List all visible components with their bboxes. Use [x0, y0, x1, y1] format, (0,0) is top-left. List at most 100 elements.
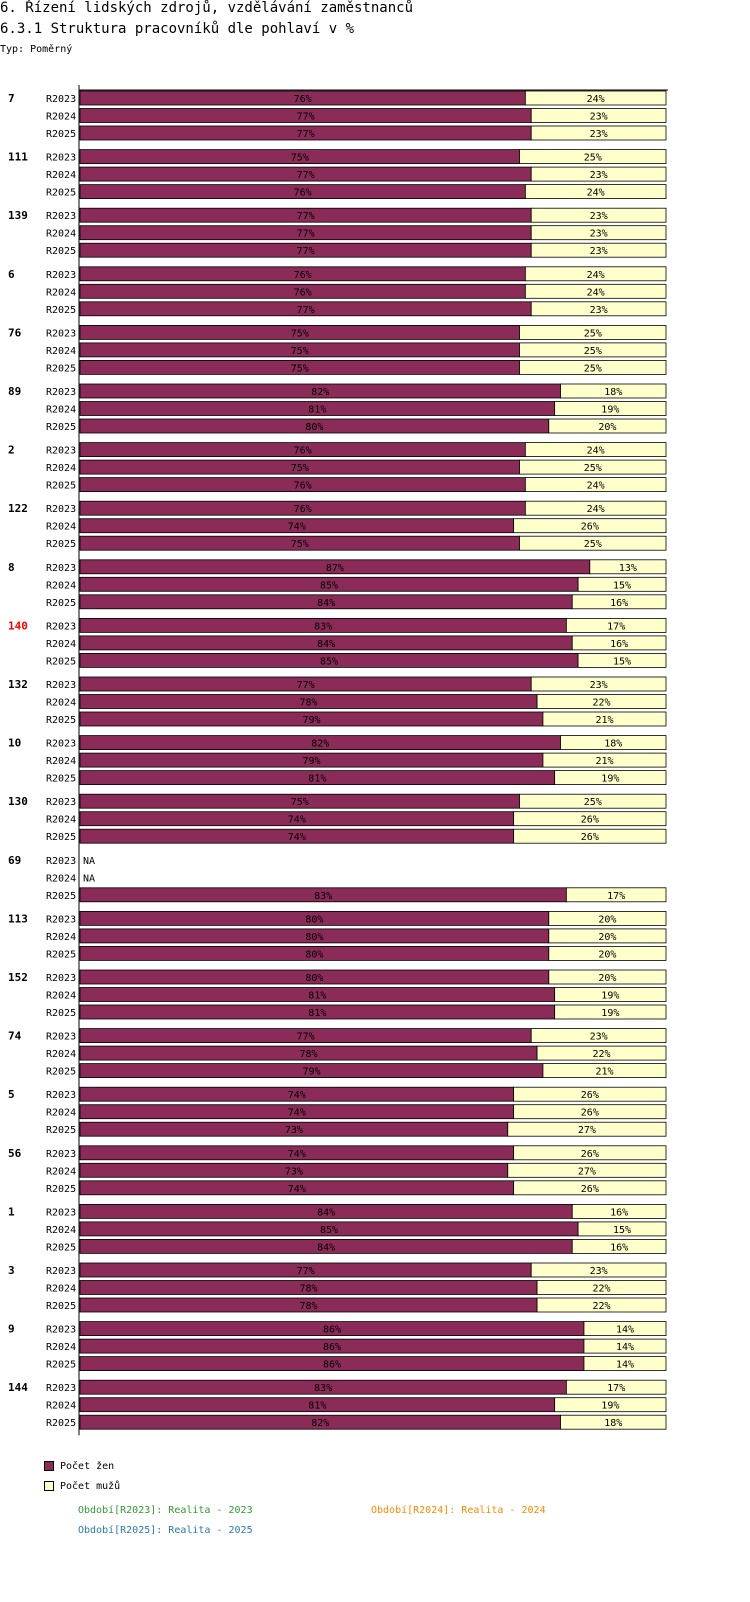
- data-label-women: 77%: [297, 129, 315, 140]
- bar-men: [507, 1162, 667, 1178]
- data-label-men: 16%: [610, 1207, 628, 1218]
- data-label-men: 15%: [613, 1225, 631, 1236]
- bar-men: [536, 1280, 667, 1295]
- period-label: R2025: [46, 832, 76, 843]
- data-label-women: 83%: [314, 1383, 332, 1394]
- data-label-men: 15%: [613, 580, 631, 591]
- data-label-men: 18%: [604, 1418, 622, 1429]
- group-label-76: 76: [8, 326, 22, 339]
- data-label-men: 14%: [616, 1360, 634, 1371]
- period-label: R2023: [46, 797, 76, 808]
- data-label-men: 21%: [595, 1067, 613, 1078]
- data-label-men: 18%: [604, 739, 622, 750]
- bar-men: [519, 793, 667, 809]
- data-label-men: 24%: [587, 188, 605, 199]
- bar-men: [571, 1204, 667, 1219]
- data-label-men: 25%: [584, 463, 602, 474]
- data-label-men: 25%: [584, 539, 602, 550]
- bar-men: [554, 987, 667, 1002]
- data-label-women: 79%: [302, 715, 320, 726]
- period-label: R2023: [46, 1207, 76, 1218]
- data-label-men: 20%: [598, 949, 616, 960]
- legend-women-label: Počet žen: [60, 1461, 115, 1472]
- data-label-men: 19%: [601, 774, 619, 785]
- period-label: R2024: [46, 229, 76, 240]
- bar-men: [524, 283, 667, 299]
- data-label-men: 18%: [604, 387, 622, 398]
- period-label: R2024: [46, 112, 76, 123]
- bar-men: [554, 401, 667, 416]
- group-label-140: 140: [8, 619, 28, 632]
- group-label-3: 3: [8, 1264, 15, 1277]
- data-label-men: 20%: [598, 973, 616, 984]
- group-label-89: 89: [8, 385, 21, 398]
- data-label-men: 20%: [598, 914, 616, 925]
- data-label-women: 76%: [294, 481, 312, 492]
- data-label-men: 23%: [590, 305, 608, 316]
- data-label-women: 81%: [308, 1401, 326, 1412]
- data-label-men: 23%: [590, 680, 608, 691]
- data-label-women: 79%: [302, 1067, 320, 1078]
- data-label-women: 78%: [300, 1049, 318, 1060]
- bar-men: [571, 1239, 667, 1254]
- data-label-men: 17%: [607, 891, 625, 902]
- bar-men: [548, 418, 667, 434]
- data-label-women: 78%: [300, 698, 318, 709]
- period-label: R2024: [46, 873, 76, 884]
- data-label-women: 75%: [291, 363, 309, 374]
- period-label: R2023: [46, 153, 76, 164]
- bar-men: [519, 459, 667, 475]
- data-label-men: 26%: [581, 1184, 599, 1195]
- group-label-6: 6: [8, 268, 15, 281]
- bar-men: [554, 770, 667, 785]
- data-label-men: 14%: [616, 1325, 634, 1336]
- bar-men: [577, 576, 667, 592]
- data-label-women: 76%: [294, 446, 312, 457]
- bar-men: [560, 1414, 667, 1430]
- period-label: R2025: [46, 656, 76, 667]
- bar-men: [524, 266, 667, 282]
- na-label: NA: [83, 873, 95, 884]
- bar-men: [571, 635, 667, 651]
- period-label: R2025: [46, 1008, 76, 1019]
- data-label-men: 22%: [593, 1301, 611, 1312]
- bar-men: [548, 969, 667, 985]
- bar-men: [536, 694, 667, 709]
- data-label-men: 20%: [598, 932, 616, 943]
- period-label: R2023: [46, 328, 76, 339]
- period-label: R2023: [46, 1032, 76, 1043]
- bar-men: [519, 324, 667, 340]
- bar-men: [583, 1356, 667, 1371]
- data-label-men: 24%: [587, 504, 605, 515]
- data-label-women: 75%: [291, 346, 309, 357]
- period-label: R2024: [46, 1049, 76, 1060]
- data-label-women: 79%: [302, 756, 320, 767]
- bar-men: [577, 653, 667, 668]
- data-label-men: 13%: [619, 563, 637, 574]
- data-label-men: 27%: [578, 1166, 596, 1177]
- bar-men: [530, 207, 667, 223]
- data-label-women: 76%: [294, 270, 312, 281]
- data-label-women: 86%: [323, 1360, 341, 1371]
- period-label: R2023: [46, 211, 76, 222]
- data-label-women: 80%: [305, 973, 323, 984]
- data-label-women: 74%: [288, 1090, 306, 1101]
- bar-men: [530, 676, 667, 692]
- period-label: R2025: [46, 1125, 76, 1136]
- data-label-men: 25%: [584, 328, 602, 339]
- data-label-women: 76%: [294, 94, 312, 105]
- data-label-men: 23%: [590, 246, 608, 257]
- bar-men: [536, 1045, 667, 1061]
- period-label: R2023: [46, 270, 76, 281]
- data-label-men: 15%: [613, 656, 631, 667]
- data-label-women: 75%: [291, 797, 309, 808]
- data-label-women: 80%: [305, 914, 323, 925]
- data-label-men: 19%: [601, 405, 619, 416]
- data-label-women: 82%: [311, 739, 329, 750]
- period-label: R2024: [46, 287, 76, 298]
- period-note-2025: Období[R2025]: Realita - 2025: [78, 1525, 253, 1536]
- data-label-women: 77%: [297, 246, 315, 257]
- data-label-men: 25%: [584, 797, 602, 808]
- period-label: R2025: [46, 1067, 76, 1078]
- data-label-women: 75%: [291, 328, 309, 339]
